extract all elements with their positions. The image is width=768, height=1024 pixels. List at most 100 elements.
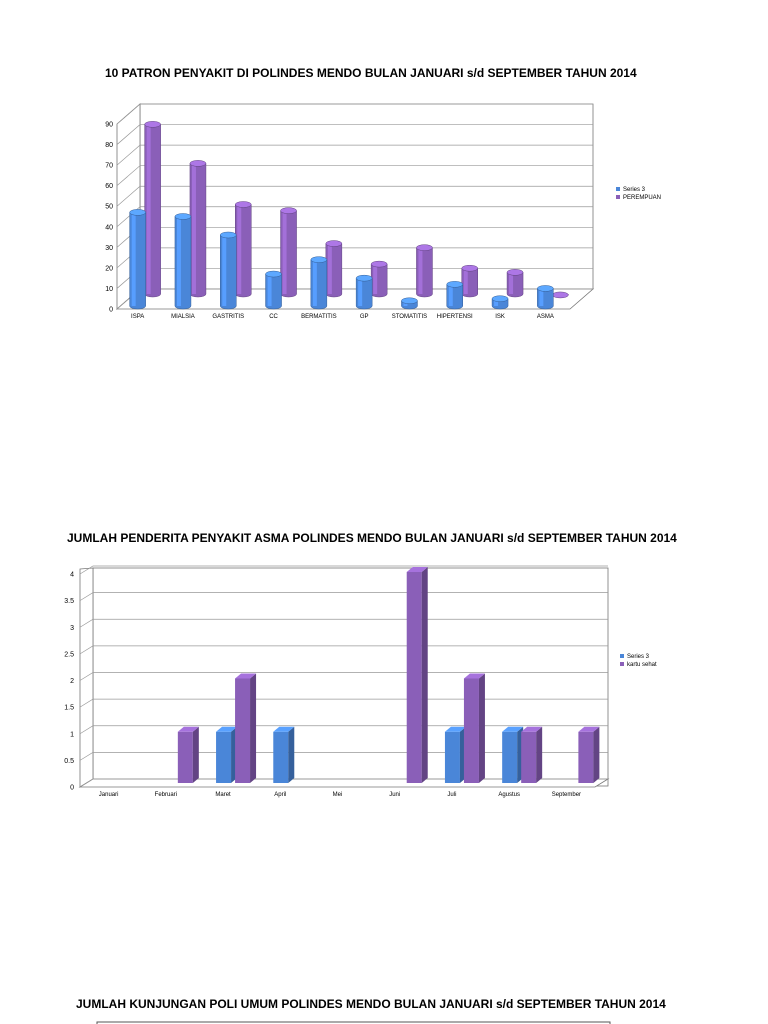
- x-tick-label: BERMATITIS: [301, 314, 337, 320]
- bar-kartu-sehat-februari: [177, 726, 199, 783]
- bar-kartu-sehat-juli: [463, 673, 485, 783]
- gridline: [79, 752, 608, 761]
- x-tick-label: Juni: [389, 792, 400, 798]
- gridline: [116, 185, 593, 207]
- gridline: [79, 778, 608, 788]
- y-tick-label: 60: [105, 183, 113, 190]
- y-tick-label: 0: [109, 307, 113, 314]
- bar-series-3-mialsia: [174, 213, 192, 310]
- back-wall: [92, 567, 609, 787]
- gridline: [116, 124, 593, 145]
- x-tick-label: ASMA: [537, 314, 554, 320]
- bar-perempuan-bermatitis: [325, 240, 343, 298]
- bar-series-3-juli: [444, 726, 466, 783]
- gridline: [79, 618, 608, 628]
- legend-label: Series 3: [627, 654, 650, 660]
- bar-series-3-ispa: [129, 209, 146, 310]
- y-tick-label: 1.5: [64, 705, 74, 712]
- y-tick-label: 1: [70, 731, 74, 738]
- y-tick-label: 90: [105, 122, 113, 129]
- x-tick-label: Februari: [155, 792, 177, 798]
- x-tick-label: ISPA: [131, 314, 144, 320]
- y-tick-label: 2.5: [64, 651, 74, 658]
- floor: [78, 778, 610, 788]
- legend-label: kartu sehat: [627, 662, 657, 668]
- gridline: [79, 592, 608, 601]
- x-tick-label: April: [274, 792, 286, 798]
- gridline: [116, 144, 593, 166]
- gridline: [116, 247, 593, 269]
- x-tick-label: STOMATITIS: [392, 314, 427, 320]
- bar-series-3-bermatitis: [310, 256, 328, 310]
- chart-title-patron-penyakit: 10 PATRON PENYAKIT DI POLINDES MENDO BUL…: [105, 66, 637, 80]
- bar-perempuan-isk: [506, 269, 524, 298]
- floor: [115, 288, 595, 310]
- legend-swatch: [620, 654, 624, 658]
- gridline: [79, 698, 608, 708]
- bar-perempuan-gastritis: [235, 201, 252, 298]
- gridline: [116, 288, 593, 310]
- bar-series-3-agustus: [502, 726, 524, 783]
- chart-title-kunjungan-poli-umum: JUMLAH KUNJUNGAN POLI UMUM POLINDES MEND…: [76, 997, 666, 1011]
- x-tick-label: GP: [360, 314, 369, 320]
- y-tick-label: 80: [105, 142, 113, 149]
- x-tick-label: ISK: [495, 314, 505, 320]
- gridline: [79, 645, 608, 655]
- y-tick-label: 20: [105, 265, 113, 272]
- y-tick-label: 3: [70, 625, 74, 632]
- gridline: [79, 672, 608, 681]
- bar-perempuan-ispa: [144, 121, 161, 298]
- bar-kartu-sehat-maret: [235, 673, 257, 783]
- bar-series-3-stomatitis: [401, 297, 418, 310]
- legend-swatch: [616, 187, 620, 191]
- back-wall: [139, 103, 594, 290]
- x-tick-label: MIALSIA: [171, 314, 195, 320]
- bar-perempuan-hipertensi: [461, 264, 478, 298]
- gridline: [116, 226, 593, 248]
- bar-series-3-asma: [537, 285, 554, 310]
- bar-kartu-sehat-agustus: [521, 726, 543, 783]
- x-tick-label: Maret: [215, 792, 231, 798]
- gridline: [79, 725, 608, 735]
- y-tick-label: 40: [105, 224, 113, 231]
- legend-swatch: [616, 195, 620, 199]
- bar-kartu-sehat-september: [578, 726, 600, 783]
- x-tick-label: Juli: [447, 792, 456, 798]
- legend-label: Series 3: [623, 187, 646, 193]
- gridline: [116, 206, 593, 228]
- x-tick-label: Agustus: [498, 792, 520, 798]
- x-tick-label: Mei: [333, 792, 343, 798]
- x-tick-label: HIPERTENSI: [437, 314, 473, 320]
- bar-series-3-cc: [265, 270, 282, 310]
- side-wall: [79, 567, 94, 788]
- gridline: [116, 103, 593, 125]
- y-tick-label: 0.5: [64, 758, 74, 765]
- x-tick-label: Januari: [99, 792, 119, 798]
- bar-perempuan-mialsia: [189, 160, 207, 298]
- bar-series-3-april: [273, 726, 295, 783]
- bar-series-3-gastritis: [220, 231, 237, 310]
- bar-series-3-isk: [491, 295, 509, 310]
- bar-perempuan-gp: [370, 260, 388, 298]
- gridline: [116, 165, 593, 186]
- side-wall: [116, 103, 141, 310]
- y-tick-label: 2: [70, 678, 74, 685]
- bar-perempuan-cc: [280, 207, 297, 298]
- bar-series-3-hipertensi: [446, 281, 463, 310]
- legend-label: PEREMPUAN: [623, 195, 661, 201]
- y-tick-label: 70: [105, 163, 113, 170]
- gridline: [116, 268, 593, 289]
- y-tick-label: 50: [105, 204, 113, 211]
- y-tick-label: 10: [105, 286, 113, 293]
- x-tick-label: CC: [269, 314, 278, 320]
- legend-swatch: [620, 662, 624, 666]
- y-tick-label: 30: [105, 245, 113, 252]
- bar-perempuan-asma: [552, 291, 569, 299]
- chart-title-asma: JUMLAH PENDERITA PENYAKIT ASMA POLINDES …: [67, 531, 677, 545]
- y-tick-label: 3.5: [64, 598, 74, 605]
- x-tick-label: GASTRITIS: [212, 314, 244, 320]
- y-tick-label: 0: [70, 785, 74, 792]
